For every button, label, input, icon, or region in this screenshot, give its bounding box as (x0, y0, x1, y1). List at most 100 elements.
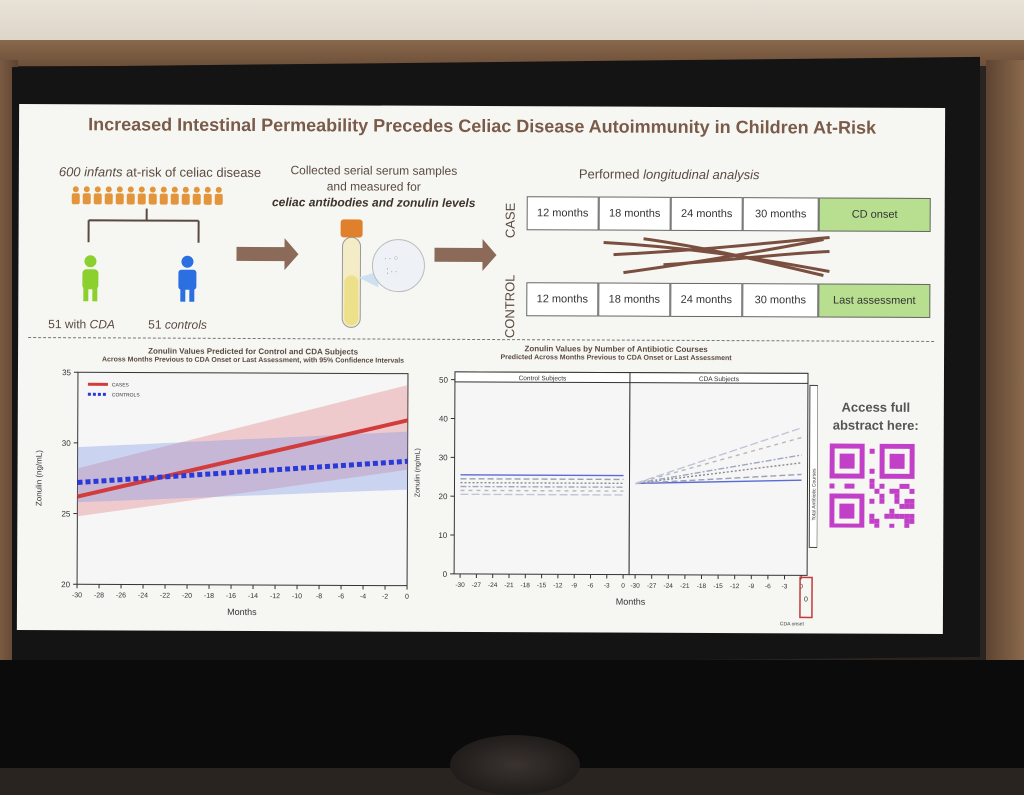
qr-caption-line2: abstract here: (822, 417, 930, 432)
x-tick-label: -3 (604, 583, 610, 590)
collection-line1: Collected serial serum samples (274, 163, 474, 178)
trajectory-lines (603, 233, 833, 282)
x-tick-label: -26 (116, 592, 126, 599)
qr-module (904, 514, 909, 519)
qr-module (894, 514, 899, 519)
y-tick-label: 50 (439, 376, 448, 385)
qr-module (904, 524, 909, 528)
control-cell-12: 12 months (526, 282, 598, 316)
wall-panel-right (986, 60, 1024, 700)
x-tick-label: -12 (730, 583, 740, 590)
side-legend-label: Total Antibiotic Courses (811, 468, 817, 520)
y-axis-label: Zonulin (ng/mL) (414, 448, 421, 497)
case-timeline: 12 months 18 months 24 months 30 months … (527, 196, 931, 232)
x-tick-label: -2 (382, 594, 388, 601)
control-cell-24: 24 months (670, 283, 742, 317)
case-cell-onset: CD onset (819, 197, 931, 231)
x-tick-label: -18 (521, 582, 531, 589)
control-child-icon (172, 255, 202, 305)
control-cell-last: Last assessment (818, 283, 930, 317)
onset-label: CDA onset (780, 621, 805, 627)
control-cell-18: 18 months (598, 283, 670, 317)
qr-module (879, 494, 884, 499)
y-tick-label: 30 (62, 439, 71, 448)
bracket (79, 208, 219, 249)
cda-child-icon (76, 254, 106, 304)
y-tick-label: 30 (439, 453, 448, 462)
x-tick-label: -9 (748, 583, 754, 590)
x-tick-label: -21 (504, 582, 514, 589)
control-label: CONTROL (502, 275, 517, 339)
legend-cases: CASES (112, 382, 130, 388)
control-cell-30: 30 months (742, 283, 818, 317)
qr-module (889, 514, 894, 519)
antibiotic-line (460, 490, 623, 491)
x-axis-label: Months (616, 597, 646, 607)
x-tick-label: -14 (248, 593, 258, 600)
qr-module (899, 484, 904, 489)
panel-control-label: Control Subjects (519, 375, 567, 382)
case-cell-24: 24 months (671, 197, 743, 231)
cda-count-number: 51 with (48, 317, 89, 331)
qr-finder (890, 454, 905, 469)
qr-module (869, 499, 874, 504)
x-tick-label: -30 (455, 582, 465, 589)
qr-module (869, 514, 874, 519)
x-tick-label: -15 (537, 582, 547, 589)
qr-module (894, 494, 899, 499)
x-tick-label: -24 (488, 582, 498, 589)
x-tick-label: 0 (621, 583, 625, 590)
qr-code-icon[interactable] (829, 444, 915, 528)
svg-text:⁚ · ·: ⁚ · · (386, 268, 397, 276)
y-tick-label: 20 (439, 492, 448, 501)
test-tube-icon: · · ⁘ ⁚ · · (330, 215, 431, 335)
x-tick-label: -3 (782, 583, 788, 590)
qr-module (844, 484, 849, 489)
qr-module (874, 524, 879, 528)
infants-desc: at-risk of celiac disease (122, 164, 261, 180)
x-tick-label: -18 (697, 583, 707, 590)
x-tick-label: -28 (94, 592, 104, 599)
right-chart-title: Zonulin Values by Number of Antibiotic C… (436, 344, 796, 355)
longitudinal-text: Performed longitudinal analysis (579, 166, 760, 182)
qr-module (909, 499, 914, 504)
y-tick-label: 40 (439, 414, 448, 423)
qr-module (884, 514, 889, 519)
x-tick-label: -6 (765, 583, 771, 590)
x-tick-label: -10 (292, 593, 302, 600)
qr-module (879, 499, 884, 504)
qr-finder (839, 504, 854, 519)
x-tick-label: -24 (664, 583, 674, 590)
x-tick-label: -16 (226, 593, 236, 600)
antibiotic-line (460, 494, 623, 495)
slide: Increased Intestinal Permeability Preced… (17, 104, 945, 634)
qr-module (889, 524, 894, 528)
y-tick-label: 20 (61, 580, 70, 589)
arrow-icon (236, 247, 286, 261)
qr-module (904, 504, 909, 509)
case-cell-18: 18 months (599, 197, 671, 231)
x-tick-label: -18 (204, 593, 214, 600)
y-tick-label: 35 (62, 368, 71, 377)
qr-module (849, 484, 854, 489)
qr-module (874, 519, 879, 524)
qr-module (870, 449, 875, 454)
qr-finder (840, 454, 855, 469)
panel-cda (629, 373, 808, 576)
y-tick-label: 25 (61, 510, 70, 519)
qr-module (899, 504, 904, 509)
side-legend (809, 385, 818, 547)
audience-head (450, 735, 580, 795)
qr-caption-line1: Access full (826, 400, 926, 415)
x-tick-label: -27 (472, 582, 482, 589)
qr-module (889, 509, 894, 514)
infants-text: 600 infants at-risk of celiac disease (59, 164, 261, 180)
longitudinal-prefix: Performed (579, 166, 643, 181)
qr-module (874, 489, 879, 494)
qr-module (894, 489, 899, 494)
qr-module (904, 519, 909, 524)
x-tick-label: -6 (588, 582, 594, 589)
x-tick-label: -6 (338, 593, 344, 600)
right-chart-subtitle: Predicted Across Months Previous to CDA … (436, 354, 796, 363)
x-tick-label: -24 (138, 593, 148, 600)
